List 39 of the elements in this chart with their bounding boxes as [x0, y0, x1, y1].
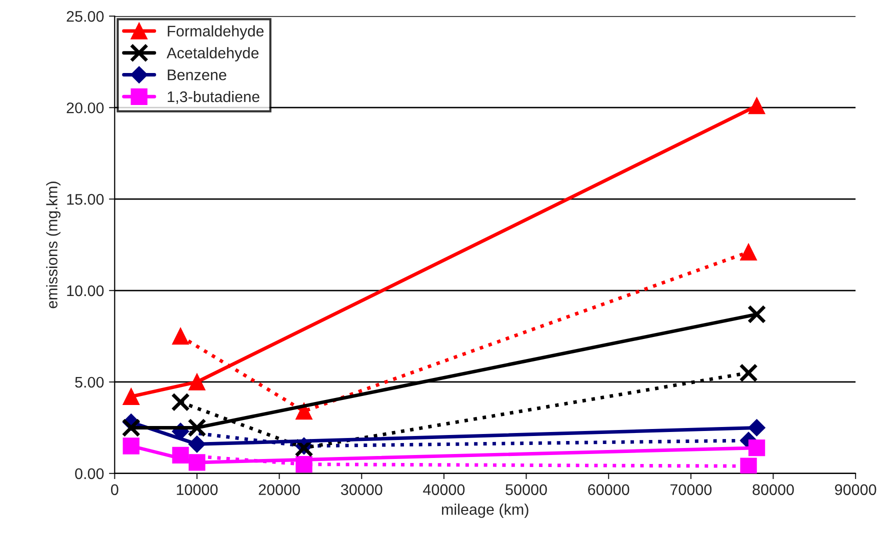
x-tick-label: 60000 — [588, 484, 630, 496]
point — [748, 419, 766, 436]
y-tick-label: 15.00 — [67, 194, 104, 205]
x-tick-label: 70000 — [670, 484, 712, 496]
point — [122, 438, 140, 454]
point — [172, 328, 189, 345]
point — [740, 458, 757, 474]
legend-label: Benzene — [168, 70, 226, 80]
point — [747, 304, 766, 324]
point — [188, 374, 206, 390]
point — [188, 418, 206, 438]
point — [739, 363, 758, 382]
y-tick-label: 10.00 — [67, 285, 104, 296]
x-tick-label: 0 — [111, 484, 118, 496]
point — [748, 97, 766, 114]
point — [122, 388, 140, 405]
point — [171, 392, 190, 412]
y-tick-label: 25.00 — [66, 11, 104, 22]
x-axis-title: mileage (km) — [442, 504, 528, 518]
y-tick-label: 0.00 — [75, 468, 104, 480]
legend-label: 1,3-butadiene — [168, 90, 260, 104]
point — [188, 436, 206, 453]
point — [748, 439, 766, 456]
x-tick-label: 80000 — [752, 484, 794, 496]
x-tick-label: 90000 — [835, 484, 876, 496]
x-tick-label: 40000 — [423, 484, 465, 496]
legend-label: Acetaldehyde — [166, 47, 259, 62]
x-tick-label: 20000 — [258, 484, 300, 496]
point — [740, 244, 757, 260]
x-tick-label: 30000 — [340, 484, 382, 496]
y-axis-title: emissions (mg.km) — [46, 182, 60, 308]
x-tick-label: 10000 — [176, 484, 218, 496]
point — [122, 418, 140, 438]
y-tick-label: 20.00 — [66, 102, 104, 114]
point — [188, 454, 206, 471]
point — [296, 402, 312, 420]
x-tick-label: 50000 — [506, 484, 547, 496]
legend-label: Formaldehyde — [168, 25, 264, 40]
y-tick-label: 5.00 — [75, 376, 104, 388]
